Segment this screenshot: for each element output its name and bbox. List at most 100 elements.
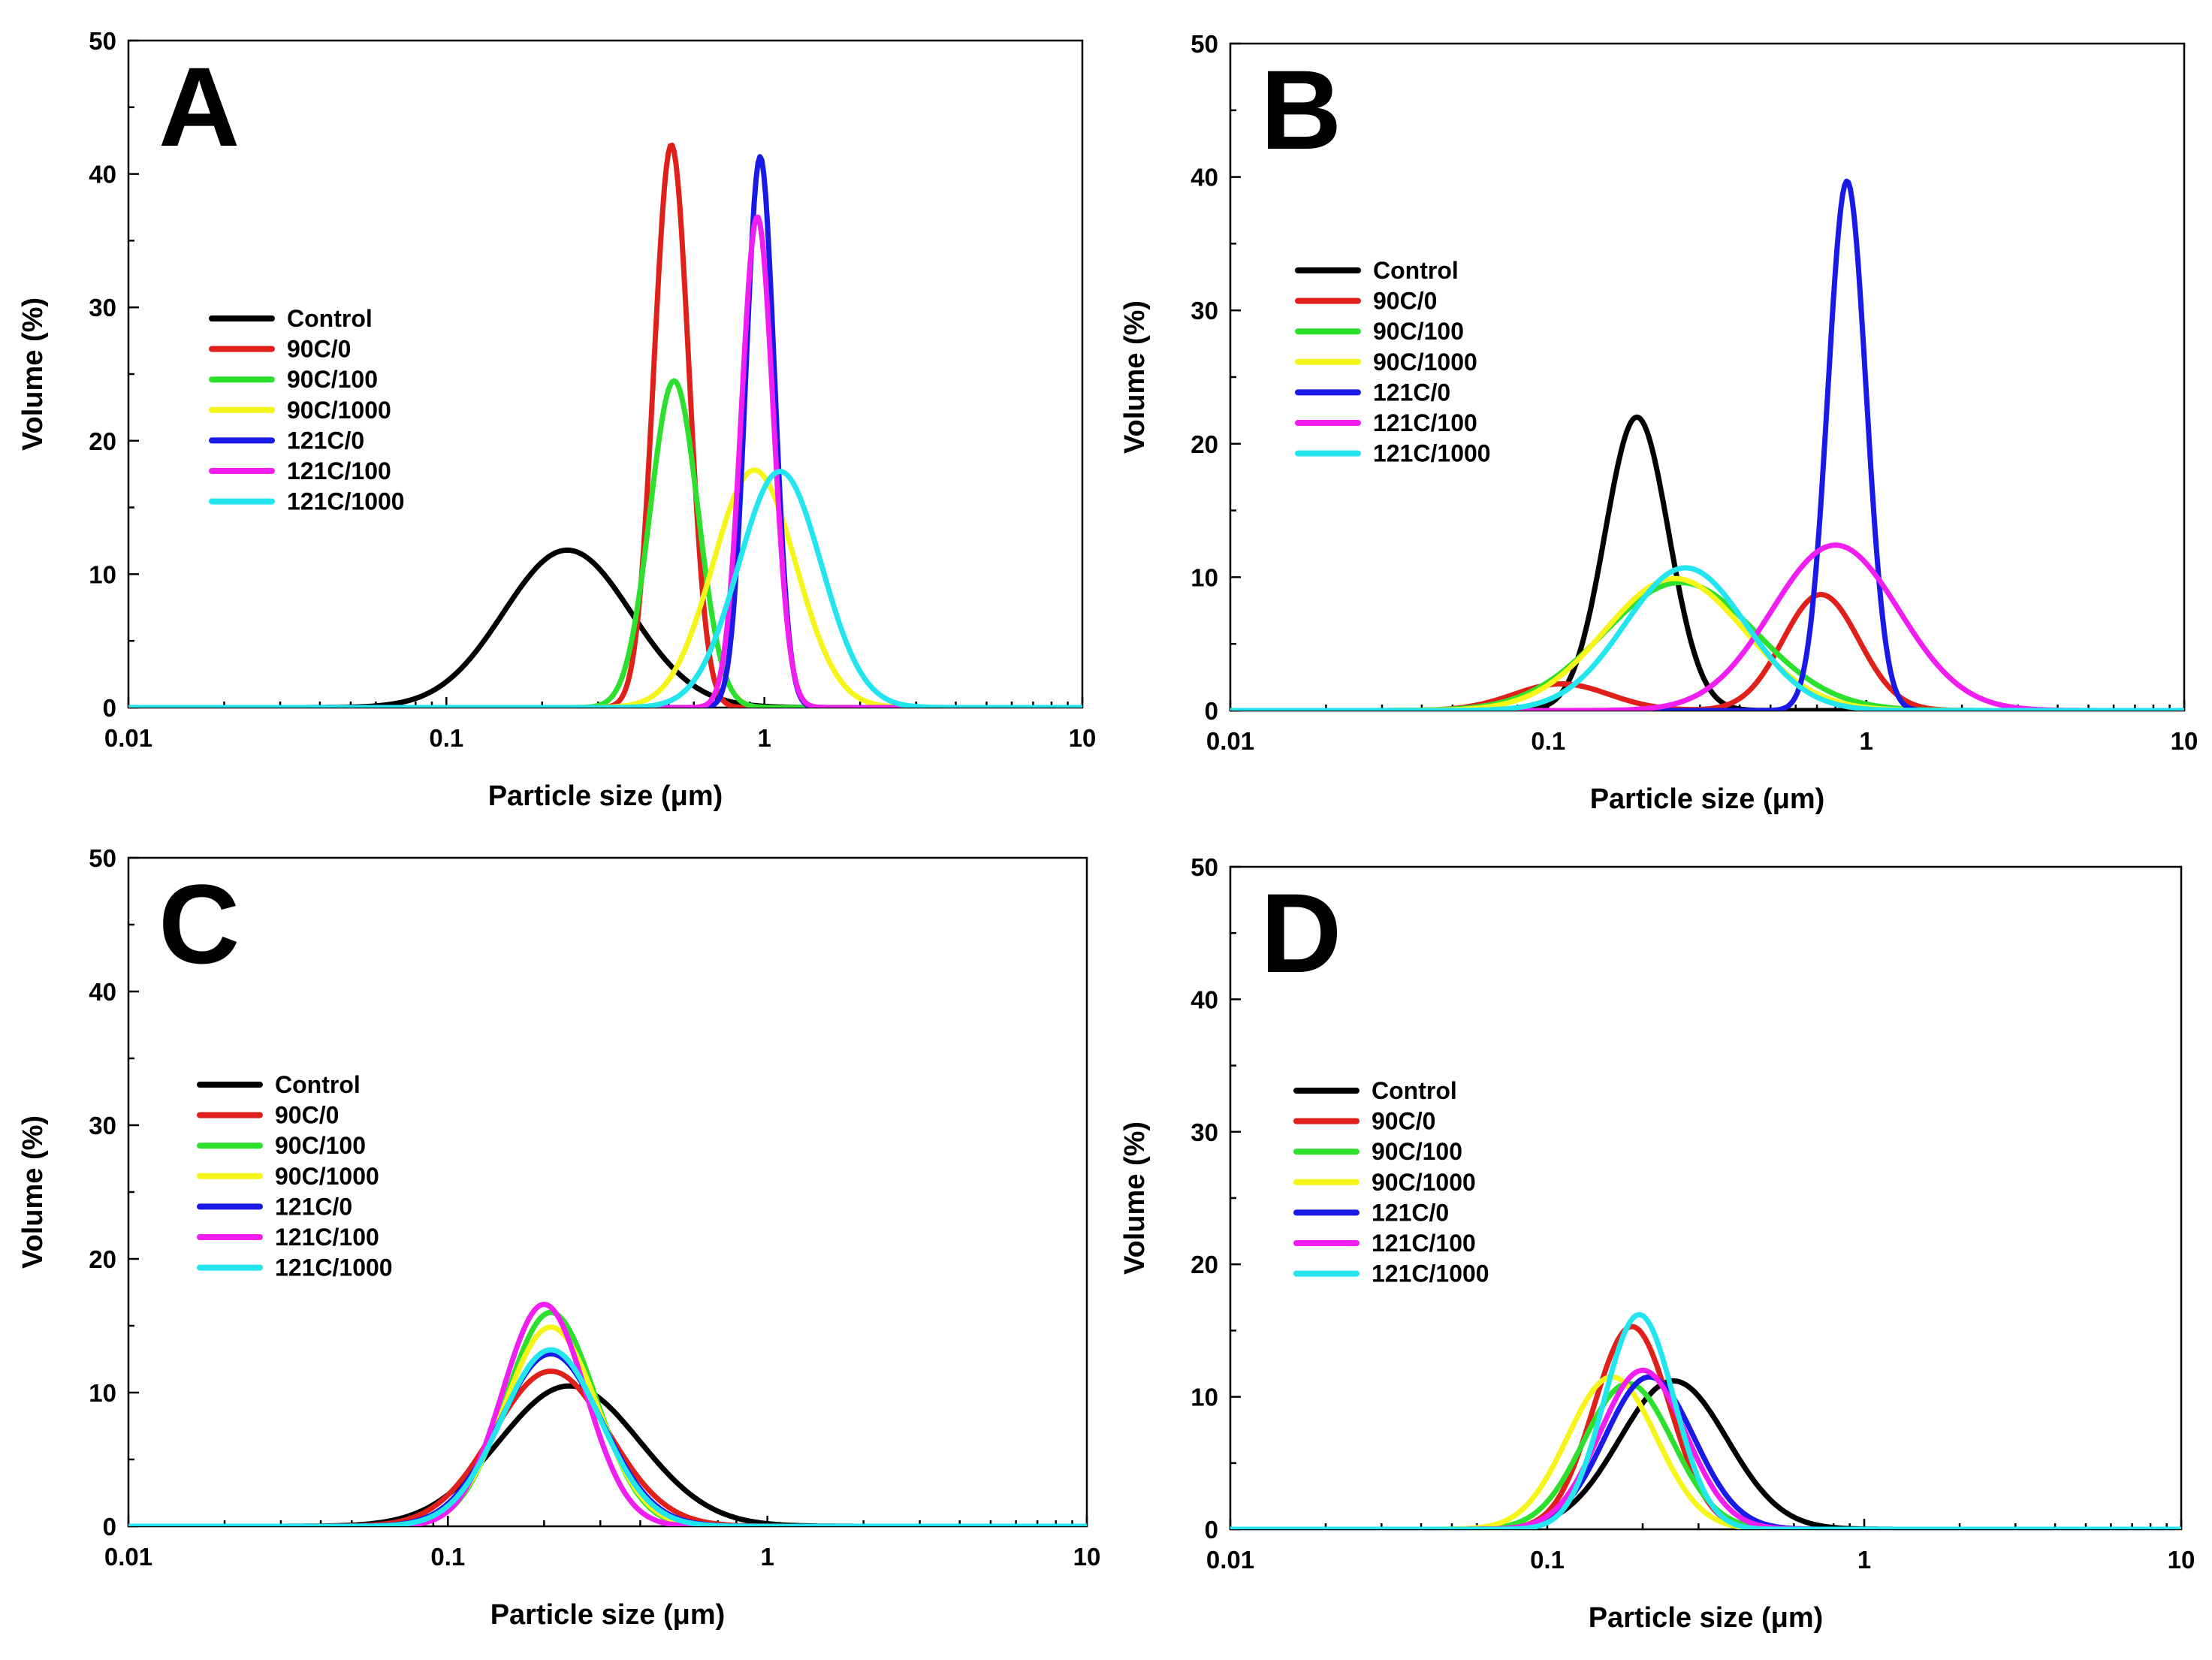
y-tick-label: 20: [89, 427, 116, 455]
series-line-90c-1000: [1230, 1374, 2181, 1529]
plot-frame: [1229, 42, 2186, 712]
y-tick-label: 10: [1190, 563, 1218, 591]
y-axis-title: Volume (%): [17, 297, 49, 451]
y-tick-label: 40: [1190, 985, 1218, 1013]
series-line-control: [1230, 414, 2184, 711]
series-line-90c-1000: [1230, 575, 2184, 711]
series-line-90c-0: [1230, 592, 2184, 711]
legend-label: 90C/0: [287, 336, 351, 363]
legend-label: 121C/1000: [287, 488, 405, 515]
legend: Control 90C/0 90C/100 90C/1000 121C/0 121C/10…: [197, 1071, 393, 1281]
x-axis-title: Particle size (μm): [490, 1599, 726, 1631]
legend-label: 121C/100: [275, 1224, 379, 1251]
legend-label: Control: [1372, 1077, 1457, 1104]
x-tick-label: 0.1: [1531, 727, 1565, 755]
legend: Control 90C/0 90C/100 90C/1000 121C/0 121C/10…: [209, 305, 405, 515]
y-tick-label: 30: [1190, 297, 1218, 324]
series-line-control: [128, 547, 1082, 708]
x-tick-label: 1: [1859, 727, 1873, 755]
y-tick-label: 0: [1205, 1516, 1218, 1544]
x-axis-title: Particle size (μm): [1590, 783, 1825, 815]
y-tick-label: 40: [89, 978, 116, 1006]
legend-label: 90C/0: [1373, 288, 1437, 315]
legend-label: 121C/1000: [275, 1254, 393, 1281]
plot-frame: [1229, 865, 2183, 1531]
y-tick-label: 0: [103, 694, 116, 722]
y-axis-title: Volume (%): [1119, 300, 1151, 454]
series-line-121c-100: [1230, 542, 2184, 711]
panel-a: 0 10 20 30 40 50 0.01 0.1 1 10 Particle size (μm) V…: [17, 27, 1096, 812]
legend-label: 121C/100: [1373, 409, 1477, 436]
series-line-121c-100: [128, 1302, 1087, 1526]
legend-label: 90C/1000: [1372, 1169, 1476, 1196]
series-line-121c-1000: [1230, 1311, 2181, 1529]
series-line-90c-1000: [128, 1324, 1087, 1526]
legend-label: 90C/100: [287, 366, 378, 393]
series-line-control: [1230, 1378, 2181, 1529]
legend-label: Control: [1373, 257, 1459, 284]
y-axis-title: Volume (%): [1119, 1121, 1151, 1275]
legend-label: 121C/1000: [1372, 1260, 1489, 1287]
y-tick-label: 10: [1190, 1384, 1218, 1411]
series-line-90c-0: [128, 142, 1082, 708]
series-line-121c-100: [1230, 1367, 2181, 1529]
x-tick-label: 10: [2168, 1546, 2195, 1574]
y-tick-label: 50: [1190, 853, 1218, 881]
legend-label: 121C/100: [287, 457, 391, 484]
legend-label: 121C/0: [287, 427, 364, 454]
y-tick-label: 20: [1190, 1251, 1218, 1278]
y-tick-label: 30: [89, 1112, 116, 1139]
series-line-90c-1000: [128, 467, 1082, 708]
series-line-121c-0: [1230, 1374, 2181, 1529]
x-tick-label: 10: [1069, 724, 1097, 752]
series-line-90c-0: [128, 1369, 1087, 1526]
series-line-121c-100: [128, 214, 1082, 708]
legend-label: 90C/100: [1372, 1138, 1462, 1165]
y-tick-label: 20: [1190, 430, 1218, 458]
panel-letter: C: [158, 861, 240, 987]
y-tick-label: 20: [89, 1245, 116, 1273]
panel-letter: D: [1260, 870, 1341, 996]
legend-label: 90C/1000: [1373, 349, 1477, 376]
series-line-90c-100: [128, 378, 1082, 708]
series-line-121c-1000: [128, 469, 1082, 708]
legend-label: 121C/0: [275, 1193, 352, 1220]
x-axis-title: Particle size (μm): [1589, 1602, 1824, 1634]
x-tick-label: 0.1: [429, 724, 463, 752]
y-tick-label: 30: [1190, 1118, 1218, 1146]
series-line-121c-1000: [128, 1347, 1087, 1526]
y-tick-label: 0: [1205, 697, 1218, 725]
x-axis-title: Particle size (μm): [488, 780, 723, 812]
y-tick-label: 0: [103, 1513, 116, 1541]
series-line-121c-1000: [1230, 565, 2184, 711]
x-tick-label: 1: [757, 724, 771, 752]
x-tick-label: 10: [1073, 1543, 1101, 1571]
series-line-121c-0: [128, 154, 1082, 708]
x-tick-label: 0.1: [430, 1543, 465, 1571]
y-tick-label: 30: [89, 294, 116, 321]
y-tick-label: 50: [1190, 30, 1218, 58]
legend-label: 121C/1000: [1373, 440, 1491, 467]
legend-label: 121C/100: [1372, 1230, 1476, 1257]
legend-label: 90C/100: [275, 1132, 366, 1159]
legend: Control 90C/0 90C/100 90C/1000 121C/0 121C/10…: [1295, 257, 1491, 467]
legend: Control 90C/0 90C/100 90C/1000 121C/0 121C/10…: [1293, 1077, 1489, 1287]
y-tick-label: 10: [89, 560, 116, 588]
x-tick-label: 0.01: [104, 1543, 152, 1571]
x-tick-label: 0.01: [1206, 727, 1254, 755]
y-tick-label: 40: [1190, 164, 1218, 192]
y-axis-title: Volume (%): [17, 1115, 49, 1269]
legend-label: Control: [275, 1071, 361, 1098]
panel-d: 0 10 20 30 40 50 0.01 0.1 1 10 Particle size (μm) V…: [1119, 853, 2195, 1634]
x-tick-label: 1: [1857, 1546, 1871, 1574]
y-tick-label: 40: [89, 161, 116, 189]
legend-label: 90C/100: [1373, 318, 1464, 345]
x-tick-label: 0.1: [1530, 1546, 1565, 1574]
panel-b: 0 10 20 30 40 50 0.01 0.1 1 10 Particle size (μm) V…: [1119, 30, 2198, 815]
x-tick-label: 10: [2171, 727, 2198, 755]
plot-frame: [127, 39, 1084, 709]
legend-label: 90C/1000: [287, 397, 391, 424]
panel-letter: B: [1260, 47, 1341, 173]
x-tick-label: 1: [760, 1543, 774, 1571]
